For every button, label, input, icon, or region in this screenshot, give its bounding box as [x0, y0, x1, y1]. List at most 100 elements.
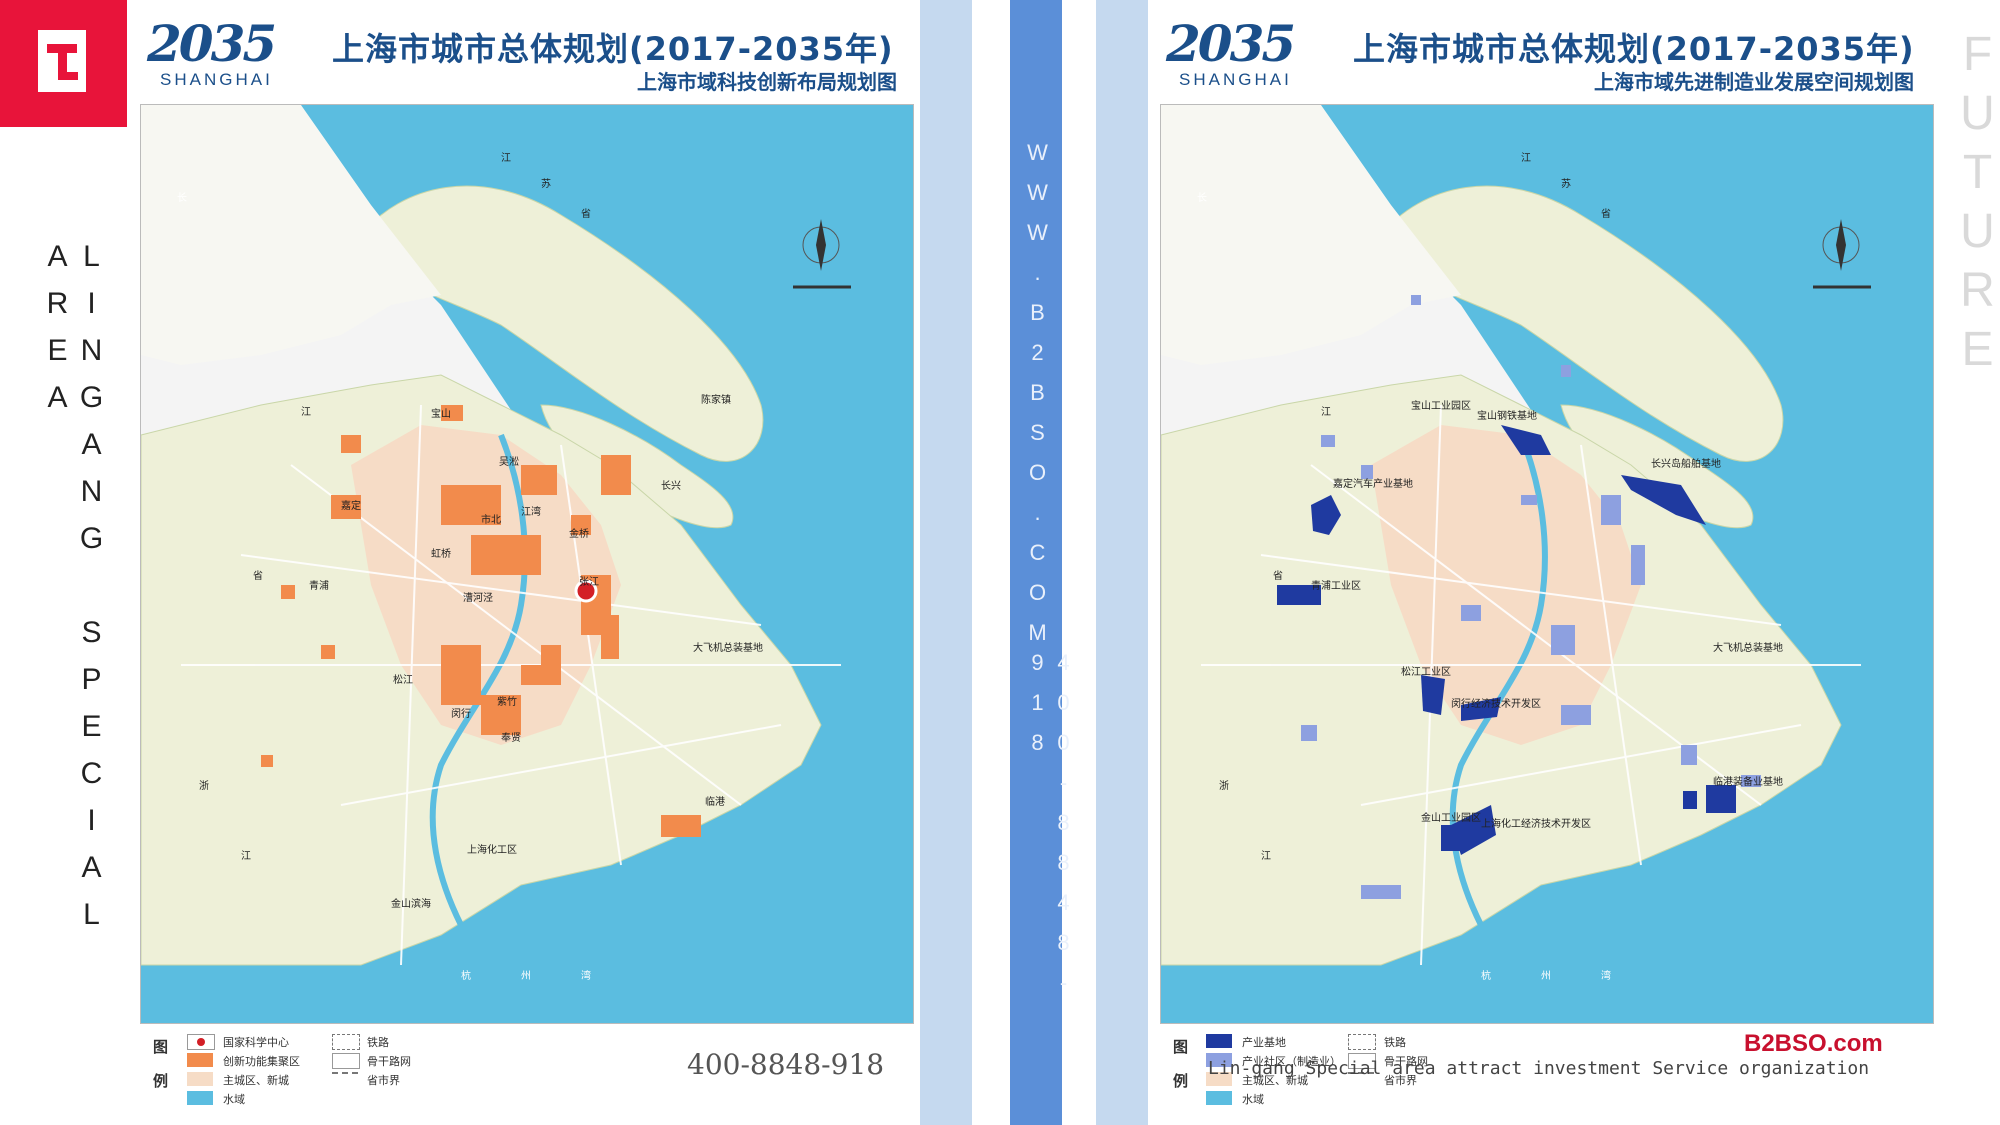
map-label: 长兴岛船舶基地	[1651, 459, 1721, 470]
map-label: 大飞机总装基地	[693, 643, 763, 654]
legend-swatch	[1206, 1034, 1232, 1048]
legend-label: 铁路	[367, 1036, 389, 1049]
map-label: 金山工业园区	[1421, 813, 1481, 824]
map-label: 江	[1261, 851, 1271, 862]
brand-logo-glyph	[58, 72, 78, 80]
legend-label: 水域	[1242, 1093, 1264, 1106]
map-label: 湾	[581, 971, 591, 982]
map-label: 临港	[705, 797, 725, 808]
legend-label: 水域	[223, 1093, 245, 1106]
legend-label: 省市界	[1384, 1074, 1417, 1087]
map-label: 苏	[1561, 179, 1571, 190]
map-label: 江	[1321, 407, 1331, 418]
map-label: 金桥	[569, 529, 589, 540]
map-label: 长	[177, 193, 187, 204]
map-label: 市北	[481, 515, 501, 526]
right-vertical-slogan: NEW DISTRICT NEW FUTURE	[1951, 28, 2000, 382]
legend-label: 国家科学中心	[223, 1036, 289, 1049]
logo-2035: 2035	[1166, 14, 1296, 73]
compass-rose	[793, 219, 851, 289]
map-label: 江湾	[521, 507, 541, 518]
map-label: 江	[301, 407, 311, 418]
map-graphic	[1161, 105, 1933, 1023]
map-label: 杭	[461, 971, 471, 982]
legend-label: 主城区、新城	[1242, 1074, 1308, 1087]
map-label: 宝山	[431, 409, 451, 420]
legend-swatch	[1348, 1034, 1376, 1050]
map-label: 上海化工经济技术开发区	[1481, 819, 1591, 830]
legend-label: 创新功能集聚区	[223, 1055, 300, 1068]
map-label: 虹桥	[431, 549, 451, 560]
legend-swatch	[332, 1034, 360, 1050]
map-label: 紫竹	[497, 697, 517, 708]
map-label: 闵行经济技术开发区	[1451, 699, 1541, 710]
middle-phone-text: 400-8848-918	[1025, 650, 1076, 1010]
map-label: 省	[253, 571, 263, 582]
legend-swatch	[187, 1091, 213, 1105]
map-label: 湾	[1601, 971, 1611, 982]
map-label: 金山滨海	[391, 899, 431, 910]
legend-title: 图例	[153, 1038, 169, 1090]
legend-swatch	[1348, 1053, 1376, 1069]
map-label: 陈家镇	[701, 395, 731, 406]
brand-logo-glyph	[58, 44, 67, 80]
innovation-map: 宝山 吴淞 嘉定 市北 江湾 金桥 张江 青浦 虹桥 漕河泾 松江 闵行 紫竹 …	[140, 104, 914, 1024]
legend-label: 产业社区（制造业）	[1242, 1055, 1341, 1068]
logo-shanghai: SHANGHAI	[1179, 70, 1292, 89]
map-label: 吴淞	[499, 457, 519, 468]
map-label: 省	[1601, 209, 1611, 220]
map-label: 青浦	[309, 581, 329, 592]
legend-swatch	[1206, 1053, 1232, 1067]
legend-label: 省市界	[367, 1074, 400, 1087]
map-label: 大飞机总装基地	[1713, 643, 1783, 654]
middle-blue-strip	[1010, 0, 1062, 1125]
left-vertical-slogan: LINGANG SPECIAL AREA	[41, 240, 108, 945]
map-label: 张江	[579, 577, 599, 588]
legend-swatch	[187, 1053, 213, 1067]
map-label: 宝山工业园区	[1411, 401, 1471, 412]
map-title: 上海市城市总体规划(2017-2035年)	[332, 30, 894, 68]
map-label: 上海化工区	[467, 845, 517, 856]
map-label: 浙	[199, 781, 209, 792]
map-label: 省	[1273, 571, 1283, 582]
left-map-panel: 2035 SHANGHAI 上海市城市总体规划(2017-2035年) 上海市域…	[127, 0, 920, 1125]
map-label: 奉贤	[501, 733, 521, 744]
map-label: 江	[501, 153, 511, 164]
map-subtitle: 上海市域先进制造业发展空间规划图	[1594, 70, 1914, 94]
legend-label: 产业基地	[1242, 1036, 1286, 1049]
right-map-panel: 2035 SHANGHAI 上海市城市总体规划(2017-2035年) 上海市域…	[1148, 0, 1938, 1125]
legend-swatch	[187, 1072, 213, 1086]
map-label: 省	[581, 209, 591, 220]
map-label: 临港装备业基地	[1713, 777, 1783, 788]
map-label: 嘉定汽车产业基地	[1333, 479, 1413, 490]
tagline: Lin-gang Special area attract investment…	[1208, 1058, 1870, 1079]
manufacturing-map: 宝山工业园区 宝山钢铁基地 长兴岛船舶基地 嘉定汽车产业基地 青浦工业区 松江工…	[1160, 104, 1934, 1024]
map-title: 上海市城市总体规划(2017-2035年)	[1353, 30, 1915, 68]
logo-2035: 2035	[147, 14, 277, 73]
legend-swatch	[332, 1072, 358, 1088]
legend-swatch	[1206, 1091, 1232, 1105]
map-subtitle: 上海市域科技创新布局规划图	[637, 70, 897, 94]
b2bso-brand-mark: B2BSO.com	[1744, 1030, 1883, 1057]
map-label: 苏	[541, 179, 551, 190]
legend-label: 主城区、新城	[223, 1074, 289, 1087]
legend-label: 铁路	[1384, 1036, 1406, 1049]
phone-number: 400-8848-918	[687, 1048, 885, 1081]
middle-url-text: WWW.B2BSO.COM	[1025, 140, 1050, 660]
light-blue-strip	[920, 0, 972, 1125]
map-label: 闵行	[451, 709, 471, 720]
map-label: 州	[1541, 971, 1551, 982]
map-label: 长兴	[661, 481, 681, 492]
map-label: 嘉定	[341, 501, 361, 512]
map-label: 青浦工业区	[1311, 581, 1361, 592]
legend-swatch	[187, 1034, 215, 1050]
legend-label: 骨干路网	[367, 1055, 411, 1068]
map-label: 州	[521, 971, 531, 982]
legend-swatch	[1348, 1072, 1374, 1088]
map-label: 宝山钢铁基地	[1477, 411, 1537, 422]
logo-shanghai: SHANGHAI	[160, 70, 273, 89]
legend-label: 骨干路网	[1384, 1055, 1428, 1068]
light-blue-strip	[1096, 0, 1148, 1125]
map-label: 长	[1197, 193, 1207, 204]
legend-swatch	[332, 1053, 360, 1069]
